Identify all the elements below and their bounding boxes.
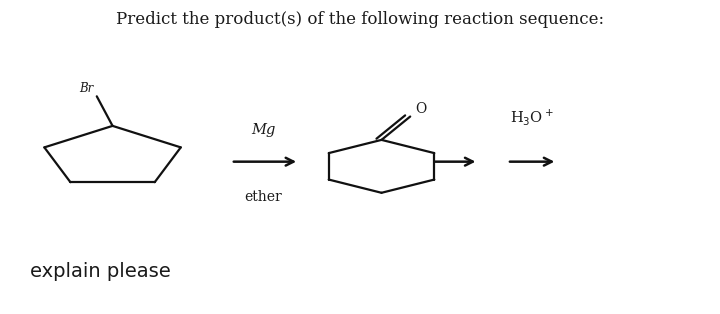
Text: Predict the product(s) of the following reaction sequence:: Predict the product(s) of the following … xyxy=(116,11,604,28)
Text: Mg: Mg xyxy=(251,123,275,137)
Text: H$_3$O$^+$: H$_3$O$^+$ xyxy=(510,107,554,127)
Text: Br: Br xyxy=(80,82,94,95)
Text: ether: ether xyxy=(244,190,282,204)
Text: O: O xyxy=(415,102,426,116)
Text: explain please: explain please xyxy=(30,263,171,281)
